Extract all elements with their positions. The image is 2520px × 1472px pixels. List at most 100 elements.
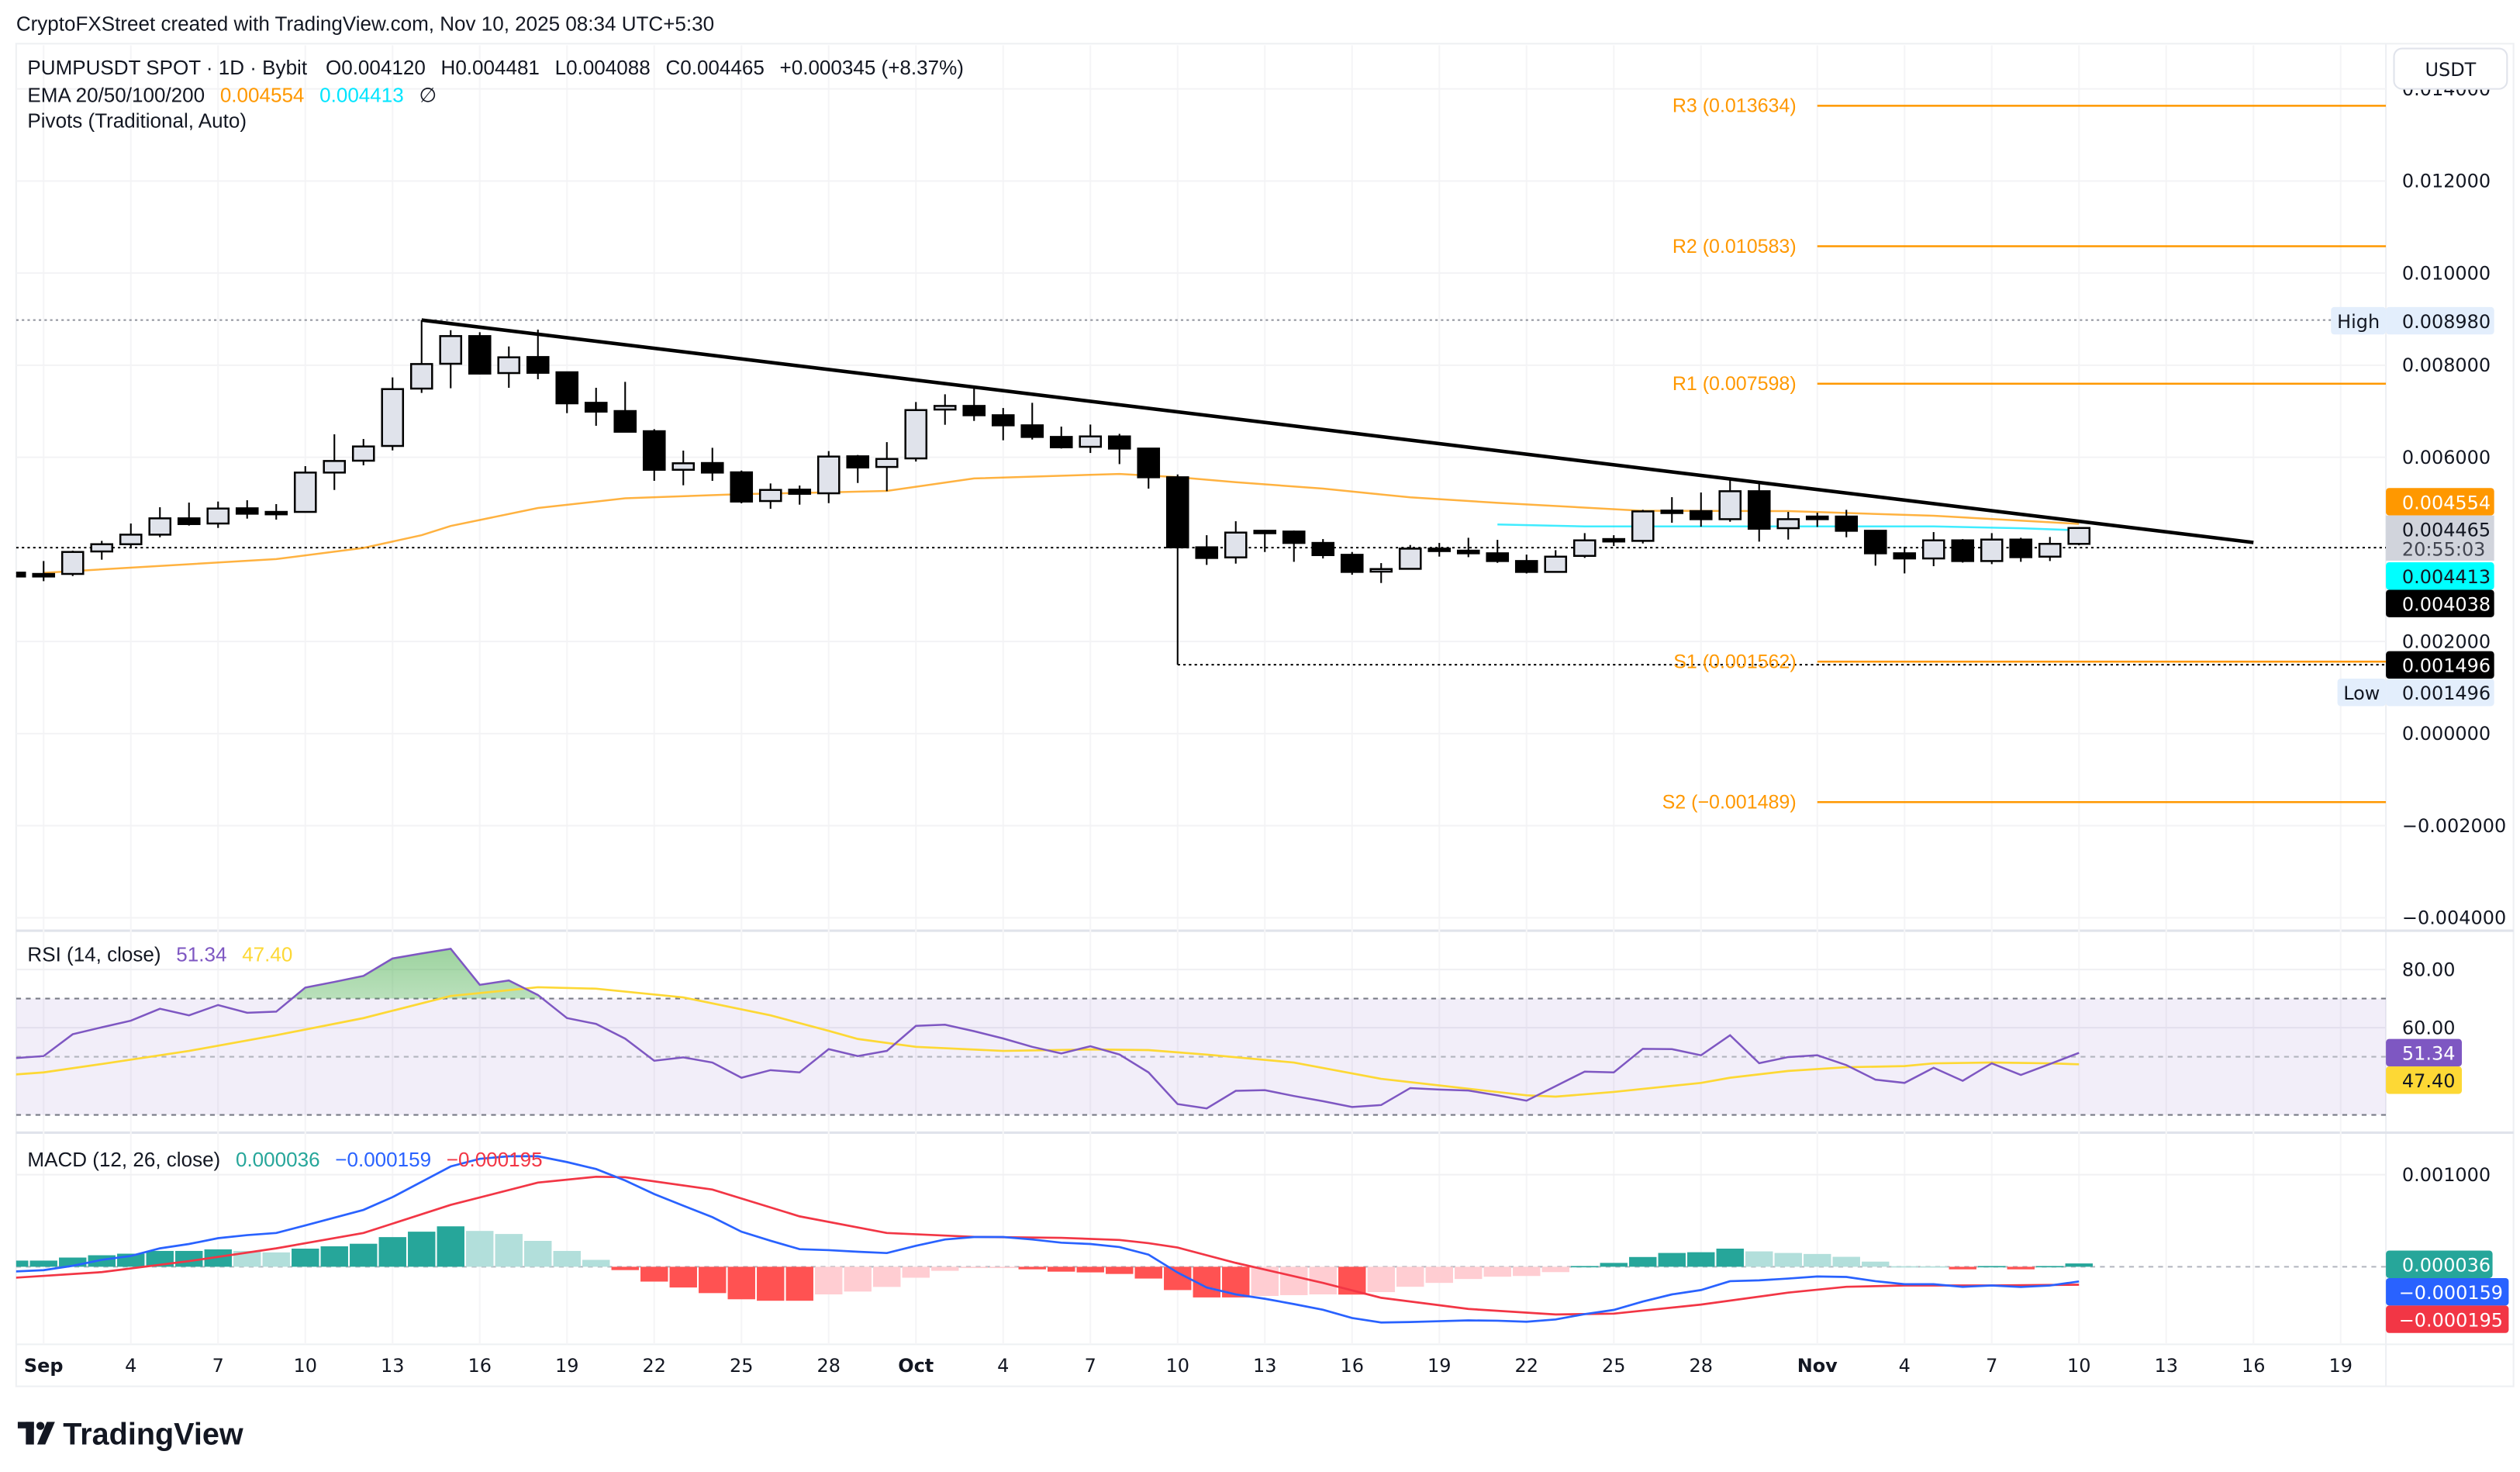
candle[interactable] (1253, 530, 1277, 552)
candle[interactable] (264, 504, 288, 520)
rsi-label[interactable]: RSI (14, close) (27, 943, 161, 966)
candle[interactable] (1572, 533, 1597, 558)
macd-histogram-bar[interactable] (1367, 1266, 1395, 1293)
macd-histogram-bar[interactable] (611, 1266, 639, 1270)
macd-histogram-bar[interactable] (2036, 1266, 2064, 1268)
candle[interactable] (235, 500, 259, 519)
candle[interactable] (1514, 555, 1538, 574)
trendline[interactable] (421, 318, 2254, 544)
macd-histogram-bar[interactable] (29, 1260, 57, 1267)
price-pane[interactable]: R3 (0.013634) R2 (0.010583) R1 (0.007598) S… (4, 95, 2387, 814)
macd-histogram-bar[interactable] (1920, 1266, 1948, 1268)
candle[interactable] (613, 382, 637, 433)
macd-histogram-bar[interactable] (931, 1266, 959, 1271)
macd-histogram-bar[interactable] (233, 1250, 261, 1267)
candle[interactable] (409, 320, 433, 393)
macd-histogram-bar[interactable] (1106, 1266, 1134, 1274)
macd-histogram-bar[interactable] (59, 1257, 87, 1267)
macd-line[interactable] (15, 1155, 2080, 1324)
macd-histogram-bar[interactable] (1571, 1266, 1599, 1268)
candle[interactable] (1747, 482, 1771, 542)
macd-histogram-bar[interactable] (1425, 1266, 1453, 1284)
macd-histogram-bar[interactable] (727, 1266, 755, 1300)
macd-label[interactable]: MACD (12, 26, close) (27, 1148, 220, 1171)
macd-histogram-bar[interactable] (1832, 1256, 1860, 1267)
macd-histogram-bar[interactable] (1629, 1256, 1657, 1267)
candle[interactable] (293, 466, 317, 513)
candle[interactable] (1835, 510, 1859, 537)
candle[interactable] (1805, 513, 1829, 527)
candle[interactable] (351, 439, 375, 466)
macd-histogram-bar[interactable] (1687, 1252, 1715, 1267)
macd-histogram-bar[interactable] (1949, 1266, 1976, 1270)
candle[interactable] (1776, 512, 1800, 540)
macd-histogram-bar[interactable] (378, 1237, 406, 1267)
macd-histogram-bar[interactable] (1600, 1263, 1628, 1267)
macd-histogram-bar[interactable] (960, 1266, 988, 1269)
macd-histogram-bar[interactable] (873, 1266, 901, 1287)
macd-histogram-bar[interactable] (844, 1266, 872, 1292)
candle[interactable] (933, 394, 957, 425)
candle[interactable] (1165, 474, 1189, 665)
candle[interactable] (381, 377, 405, 451)
candle[interactable] (758, 483, 782, 510)
candle[interactable] (816, 451, 841, 503)
macd-histogram-bar[interactable] (350, 1243, 378, 1267)
candle[interactable] (904, 402, 928, 462)
candle[interactable] (1456, 537, 1480, 558)
macd-histogram-bar[interactable] (1280, 1266, 1308, 1295)
macd-histogram-bar[interactable] (1048, 1266, 1075, 1272)
currency-button[interactable]: USDT (2393, 47, 2508, 90)
candle[interactable] (1660, 497, 1684, 523)
candle[interactable] (1020, 403, 1044, 440)
candle[interactable] (1311, 539, 1335, 559)
macd-histogram-bar[interactable] (2007, 1266, 2035, 1270)
candle[interactable] (1893, 547, 1917, 574)
macd-histogram-bar[interactable] (785, 1266, 813, 1301)
macd-histogram-bar[interactable] (640, 1266, 668, 1282)
candle[interactable] (1602, 535, 1626, 547)
candle[interactable] (1340, 551, 1364, 575)
macd-histogram-bar[interactable] (1978, 1266, 2006, 1268)
candle[interactable] (148, 507, 172, 537)
macd-histogram-bar[interactable] (292, 1248, 319, 1267)
macd-histogram-bar[interactable] (1862, 1261, 1890, 1267)
macd-histogram-bar[interactable] (437, 1226, 464, 1267)
macd-histogram-bar[interactable] (320, 1246, 348, 1267)
macd-histogram-bar[interactable] (902, 1266, 930, 1278)
rsi-ma-line[interactable] (15, 986, 2080, 1098)
candle[interactable] (875, 442, 899, 492)
macd-histogram-bar[interactable] (1, 1260, 29, 1267)
macd-histogram-bar[interactable] (408, 1232, 436, 1267)
candle[interactable] (2067, 527, 2091, 546)
candle[interactable] (1689, 492, 1713, 527)
candle[interactable] (206, 501, 230, 528)
pivots-label[interactable]: Pivots (Traditional, Auto) (27, 109, 247, 133)
macd-histogram-bar[interactable] (204, 1249, 232, 1267)
candle[interactable] (119, 523, 143, 548)
candle[interactable] (32, 561, 56, 582)
macd-histogram-bar[interactable] (262, 1252, 290, 1267)
macd-histogram-bar[interactable] (699, 1266, 727, 1294)
macd-histogram-bar[interactable] (757, 1266, 785, 1301)
macd-histogram-bar[interactable] (1455, 1266, 1483, 1280)
macd-histogram-bar[interactable] (146, 1250, 174, 1267)
macd-histogram-bar[interactable] (1513, 1266, 1541, 1277)
candle[interactable] (730, 470, 754, 503)
ema-label[interactable]: EMA 20/50/100/200 (27, 83, 205, 106)
candle[interactable] (846, 454, 870, 483)
candle[interactable] (90, 541, 114, 560)
candle[interactable] (468, 332, 492, 375)
candle[interactable] (1079, 424, 1103, 454)
candle[interactable] (323, 434, 347, 490)
candle[interactable] (671, 451, 696, 485)
macd-histogram-bar[interactable] (1483, 1266, 1511, 1277)
candle[interactable] (1544, 550, 1568, 573)
candle[interactable] (1282, 530, 1306, 562)
candle[interactable] (1718, 479, 1742, 522)
candle[interactable] (2038, 537, 2062, 562)
macd-histogram-bar[interactable] (2065, 1263, 2093, 1267)
macd-histogram-bar[interactable] (1716, 1248, 1744, 1267)
candle[interactable] (1486, 540, 1510, 563)
macd-histogram-bar[interactable] (1890, 1266, 1918, 1268)
